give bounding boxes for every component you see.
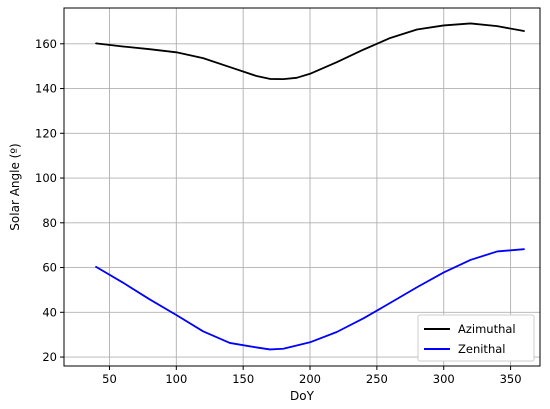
y-tick-label: 140 bbox=[35, 82, 57, 96]
series-layer bbox=[95, 22, 525, 351]
tick-layer: 50 100 150 200 250 300 350 20 40 60 80 100 120 140 160 bbox=[35, 37, 522, 386]
y-tick-label: 80 bbox=[42, 216, 57, 230]
legend: Azimuthal Zenithal bbox=[417, 314, 535, 362]
series-line-zenithal bbox=[95, 248, 525, 351]
y-tick-label: 60 bbox=[42, 261, 57, 275]
y-tick-label: 40 bbox=[42, 305, 57, 319]
x-tick-label: 250 bbox=[366, 372, 388, 386]
x-tick-label: 350 bbox=[500, 372, 522, 386]
legend-label-zenithal: Zenithal bbox=[458, 342, 505, 356]
x-axis-label: DoY bbox=[290, 389, 315, 403]
y-tick-label: 100 bbox=[35, 171, 57, 185]
x-tick-label: 200 bbox=[299, 372, 321, 386]
y-tick-label: 160 bbox=[35, 37, 57, 51]
plot-frame bbox=[63, 7, 541, 367]
grid-layer bbox=[64, 8, 540, 366]
x-tick-label: 150 bbox=[232, 372, 254, 386]
x-tick-label: 300 bbox=[433, 372, 455, 386]
legend-label-azimuthal: Azimuthal bbox=[458, 322, 516, 336]
x-tick-label: 100 bbox=[165, 372, 187, 386]
y-tick-label: 20 bbox=[42, 350, 57, 364]
y-axis-label: Solar Angle (º) bbox=[8, 143, 22, 230]
x-tick-label: 50 bbox=[102, 372, 117, 386]
y-tick-label: 120 bbox=[35, 126, 57, 140]
series-line-azimuthal bbox=[95, 22, 525, 81]
